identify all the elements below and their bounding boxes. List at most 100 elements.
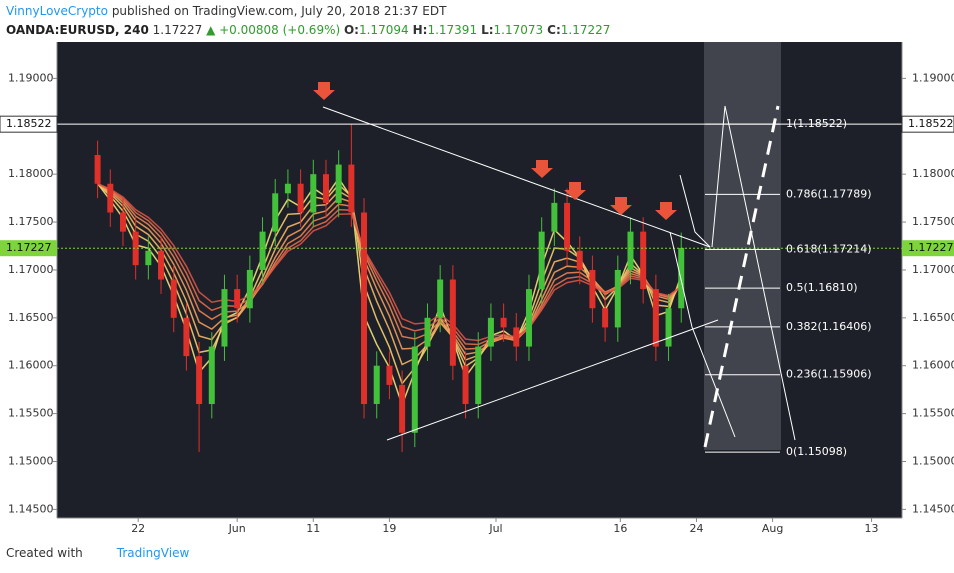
markers <box>313 82 677 220</box>
last: 1.17227 <box>152 23 203 37</box>
y-tick-label: 1.17500 <box>8 215 54 228</box>
y-tick-label: 1.15500 <box>912 407 954 420</box>
dashed-path <box>703 105 780 448</box>
candle-body <box>284 183 291 194</box>
change: ▲ +0.00808 (+0.69%) <box>206 23 341 37</box>
candle-body <box>272 193 279 232</box>
price-label: 1.18522 <box>6 117 52 130</box>
y-tick-label: 1.17500 <box>912 215 954 228</box>
projection-path <box>669 231 736 438</box>
x-tick-label: 19 <box>382 522 396 535</box>
symbol: OANDA:EURUSD, 240 <box>6 23 149 37</box>
ema-line <box>97 183 682 346</box>
fib-label: 0(1.15098) <box>786 445 847 458</box>
price-label: 1.17227 <box>6 241 52 254</box>
candle-body <box>386 365 393 385</box>
y-tick-label: 1.15000 <box>8 454 54 467</box>
ema-line <box>97 183 682 386</box>
candle-body <box>399 384 406 433</box>
ohlc-label: H: <box>412 23 428 37</box>
y-tick-label: 1.17000 <box>912 263 954 276</box>
candle-body <box>208 346 215 405</box>
projection-path <box>711 105 796 441</box>
arrow-marker <box>610 197 632 215</box>
y-tick-label: 1.17000 <box>8 263 54 276</box>
price-box <box>0 115 58 133</box>
ohlc-label: O: <box>343 23 359 37</box>
price-box <box>902 240 954 257</box>
candle-body <box>551 202 558 232</box>
price-box <box>0 240 57 257</box>
y-tick-label: 1.15500 <box>8 407 54 420</box>
y-tick-label: 1.16000 <box>8 359 54 372</box>
candle-body <box>652 289 659 347</box>
header: VinnyLoveCrypto published on TradingView… <box>6 2 614 40</box>
y-tick-label: 1.14500 <box>912 502 954 515</box>
ema-line <box>97 183 682 342</box>
x-tick-label: Jul <box>488 522 502 535</box>
ohlc-value: 1.17227 <box>560 23 611 37</box>
fib-label: 0.786(1.17789) <box>786 187 872 200</box>
candle-body <box>411 346 418 433</box>
projection-zone <box>704 42 781 450</box>
candle-body <box>602 308 609 328</box>
ohlc-value: 1.17391 <box>427 23 478 37</box>
ohlc-label: C: <box>547 23 561 37</box>
candle-body <box>500 317 507 328</box>
change-value: +0.00808 (+0.69%) <box>219 23 341 37</box>
candle-body <box>361 212 368 405</box>
candle-body <box>449 279 456 366</box>
y-tick-label: 1.16000 <box>912 359 954 372</box>
candle-body <box>678 247 685 309</box>
x-tick-label: 22 <box>131 522 145 535</box>
candle-body <box>145 250 152 266</box>
x-tick-label: 24 <box>689 522 703 535</box>
candle-body <box>234 289 241 309</box>
fib-label: 0.382(1.16406) <box>786 320 872 333</box>
author[interactable]: VinnyLoveCrypto <box>6 4 108 18</box>
candle-body <box>259 231 266 270</box>
candle-body <box>310 174 317 213</box>
candle-body <box>475 346 482 405</box>
candle-body <box>335 164 342 203</box>
drawings <box>322 105 796 448</box>
projection-path <box>679 174 711 248</box>
candle-body <box>170 279 177 318</box>
candle-body <box>614 269 621 328</box>
candle-body <box>119 212 126 232</box>
brand[interactable]: TradingView <box>116 546 190 560</box>
arrow-marker <box>655 202 677 220</box>
candle-body <box>132 231 139 266</box>
ohlc-value: 1.17094 <box>358 23 409 37</box>
candle-body <box>246 269 253 309</box>
candle-body <box>322 174 329 203</box>
candle-body <box>538 231 545 290</box>
x-tick-label: Aug <box>762 522 783 535</box>
ema-line <box>97 183 682 366</box>
y-tick-label: 1.19000 <box>912 71 954 84</box>
x-tick-label: 11 <box>306 522 320 535</box>
arrow-marker <box>531 160 553 178</box>
candle-body <box>437 279 444 318</box>
price-label: 1.18522 <box>908 117 954 130</box>
fib-label: 1(1.18522) <box>786 117 847 130</box>
chart: 1(1.18522) 0.786(1.17789) 0.618(1.17214) 0.… <box>0 42 954 542</box>
candle-body <box>564 202 571 251</box>
y-tick-label: 1.16500 <box>8 311 54 324</box>
candle-body <box>627 231 634 270</box>
price-label: 1.17227 <box>908 241 954 254</box>
created: Created with <box>6 546 83 560</box>
fib-label: 0.236(1.15906) <box>786 368 872 381</box>
fib-label: 0.5(1.16810) <box>786 281 858 294</box>
candle-body <box>576 250 583 270</box>
candle-body <box>348 164 355 213</box>
y-tick-label: 1.14500 <box>8 502 54 515</box>
plot: 1(1.18522) 0.786(1.17789) 0.618(1.17214) 0.… <box>57 117 902 458</box>
x-tick-label: 13 <box>865 522 879 535</box>
y-tick-label: 1.19000 <box>8 71 54 84</box>
arrow-marker <box>564 182 586 200</box>
candle-body <box>183 317 190 357</box>
candle-body <box>665 308 672 347</box>
candle-body <box>525 289 532 347</box>
